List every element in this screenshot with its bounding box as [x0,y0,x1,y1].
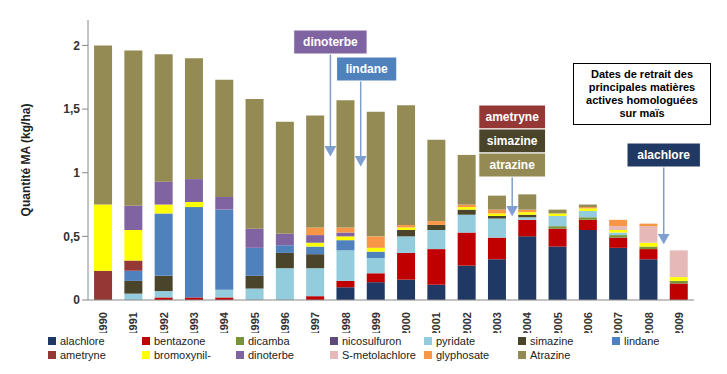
svg-text:2007: 2007 [612,312,624,333]
html-text:Atrazine: Atrazine [530,349,571,361]
html-text:simazine: simazine [530,335,574,347]
svg-text:lindane: lindane [346,62,388,76]
html-text:lindane: lindane [624,335,660,347]
svg-text:atrazine: atrazine [490,158,536,172]
svg-text:0: 0 [73,293,80,307]
svg-text:dinoterbe: dinoterbe [303,35,358,49]
svg-text:0,5: 0,5 [63,230,80,244]
html-text:dicamba: dicamba [248,335,290,347]
svg-text:1992: 1992 [158,312,170,333]
svg-text:Quantité MA (kg/ha): Quantité MA (kg/ha) [19,104,33,217]
svg-text:1998: 1998 [340,312,352,333]
html-text:bromoxynil-: bromoxynil- [154,349,211,361]
svg-text:2001: 2001 [430,312,442,333]
svg-text:alachlore: alachlore [637,148,690,162]
svg-text:1,5: 1,5 [63,102,80,116]
svg-text:2005: 2005 [552,312,564,333]
html-text:S-metolachlore: S-metolachlore [342,349,416,361]
svg-text:2008: 2008 [643,312,655,333]
svg-text:1990: 1990 [97,312,109,333]
svg-text:2000: 2000 [400,312,412,333]
html-text:nicosulfuron: nicosulfuron [342,335,402,347]
svg-text:1996: 1996 [279,312,291,333]
svg-text:1994: 1994 [218,311,230,333]
svg-text:1995: 1995 [249,312,261,333]
svg-text:2004: 2004 [521,311,533,333]
svg-text:1999: 1999 [370,312,382,333]
html-text:bentazone: bentazone [154,335,206,347]
svg-text:1: 1 [73,166,80,180]
svg-text:2002: 2002 [461,312,473,333]
svg-text:1991: 1991 [127,312,139,333]
html-text:glyphosate: glyphosate [436,349,490,361]
svg-text:1997: 1997 [309,312,321,333]
svg-text:2003: 2003 [491,312,503,333]
html-text:dinoterbe: dinoterbe [248,349,294,361]
svg-text:2: 2 [73,39,80,53]
svg-text:2009: 2009 [673,312,685,333]
svg-text:2006: 2006 [582,312,594,333]
svg-text:ametryne: ametryne [486,110,540,124]
html-text:pyridate: pyridate [436,335,476,347]
html-text:alachlore: alachlore [60,335,105,347]
svg-text:1993: 1993 [188,312,200,333]
html-text:ametryne: ametryne [60,349,106,361]
svg-text:simazine: simazine [487,134,538,148]
html-text:Dates de retrait des principal: Dates de retrait des principales matière… [586,68,698,119]
